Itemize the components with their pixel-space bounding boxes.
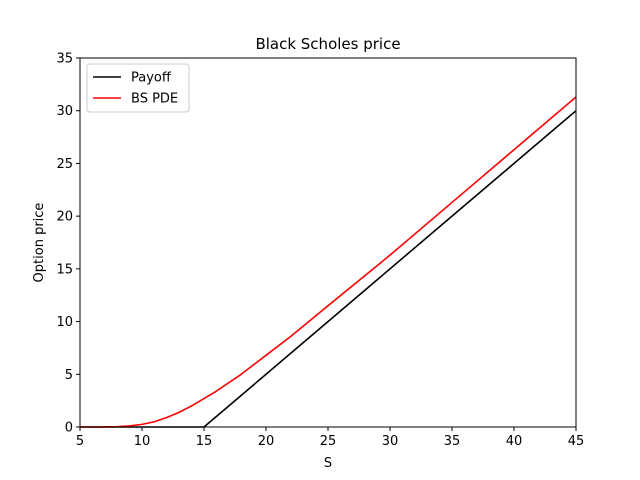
legend: Payoff BS PDE: [86, 63, 190, 113]
y-tick-label: 25: [56, 157, 73, 172]
y-tick-label: 15: [56, 262, 73, 277]
legend-label: Payoff: [131, 71, 172, 86]
y-axis-label: Option price: [32, 203, 47, 283]
y-tick-label: 35: [56, 52, 73, 67]
x-tick-label: 45: [568, 434, 585, 449]
series-line-bs-pde: [79, 96, 577, 428]
x-axis-label: S: [324, 456, 332, 471]
x-tick-label: 5: [76, 434, 84, 449]
x-tick-label: 30: [382, 434, 399, 449]
y-axis-ticks: 0 5 10 15 20 25 30 35: [56, 52, 80, 436]
legend-box: [86, 63, 190, 113]
y-tick-label: 30: [56, 104, 73, 119]
legend-label: BS PDE: [131, 92, 178, 107]
x-tick-label: 40: [506, 434, 523, 449]
y-tick-label: 0: [65, 421, 73, 436]
axes-frame: [79, 57, 577, 428]
x-tick-label: 10: [134, 434, 151, 449]
x-tick-label: 15: [196, 434, 213, 449]
x-tick-label: 20: [258, 434, 275, 449]
y-tick-label: 20: [56, 210, 73, 225]
y-tick-label: 10: [56, 315, 73, 330]
x-tick-label: 25: [320, 434, 337, 449]
x-tick-label: 35: [444, 434, 461, 449]
chart-title: Black Scholes price: [255, 35, 400, 53]
y-tick-label: 5: [65, 368, 73, 383]
x-axis-ticks: 5 10 15 20 25 30 35 40 45: [76, 427, 584, 449]
